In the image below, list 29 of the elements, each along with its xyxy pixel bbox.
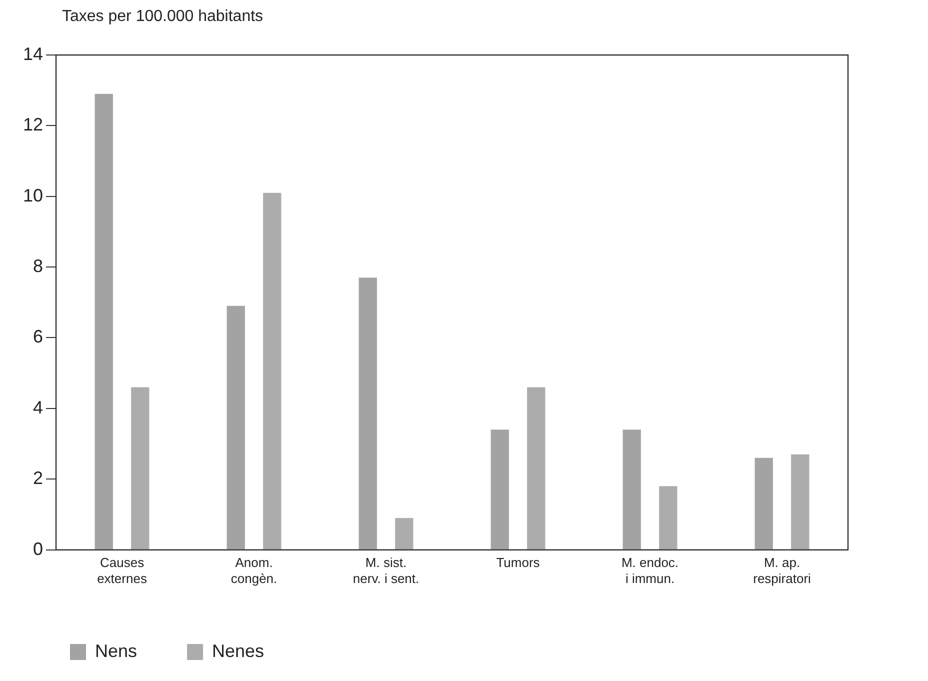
bar: [791, 454, 810, 550]
bar: [490, 430, 509, 550]
x-tick-label: Causes externes: [97, 555, 148, 586]
y-tick-label: 14: [22, 44, 44, 64]
y-axis-title: Taxes per 100.000 habitants: [62, 8, 264, 26]
x-tick-label: M. ap. respiratori: [753, 555, 812, 586]
y-tick-label: 8: [33, 256, 44, 276]
bar: [395, 518, 414, 550]
bar: [622, 430, 641, 550]
y-tick-label: 4: [33, 397, 44, 418]
y-tick-label: 0: [33, 538, 44, 559]
bar: [131, 387, 150, 550]
x-tick-label: M. sist. nerv. i sent.: [352, 555, 420, 586]
bar: [527, 387, 546, 550]
y-tick-label: 2: [33, 468, 44, 488]
x-tick-label: M. endoc. i immun.: [621, 555, 679, 586]
y-tick-label: 6: [33, 326, 44, 347]
y-tick-label: 10: [22, 185, 44, 206]
bar: [659, 486, 678, 550]
bar: [754, 458, 773, 550]
bar: [263, 192, 282, 550]
legend-label: Nenes: [212, 640, 264, 661]
y-tick-label: 12: [22, 114, 44, 135]
bar: [94, 94, 113, 550]
x-tick-label: Tumors: [496, 555, 540, 570]
x-tick-label: Anom. congèn.: [230, 555, 278, 586]
bar: [358, 278, 377, 550]
legend-label: Nens: [95, 640, 138, 661]
bar: [226, 306, 245, 550]
